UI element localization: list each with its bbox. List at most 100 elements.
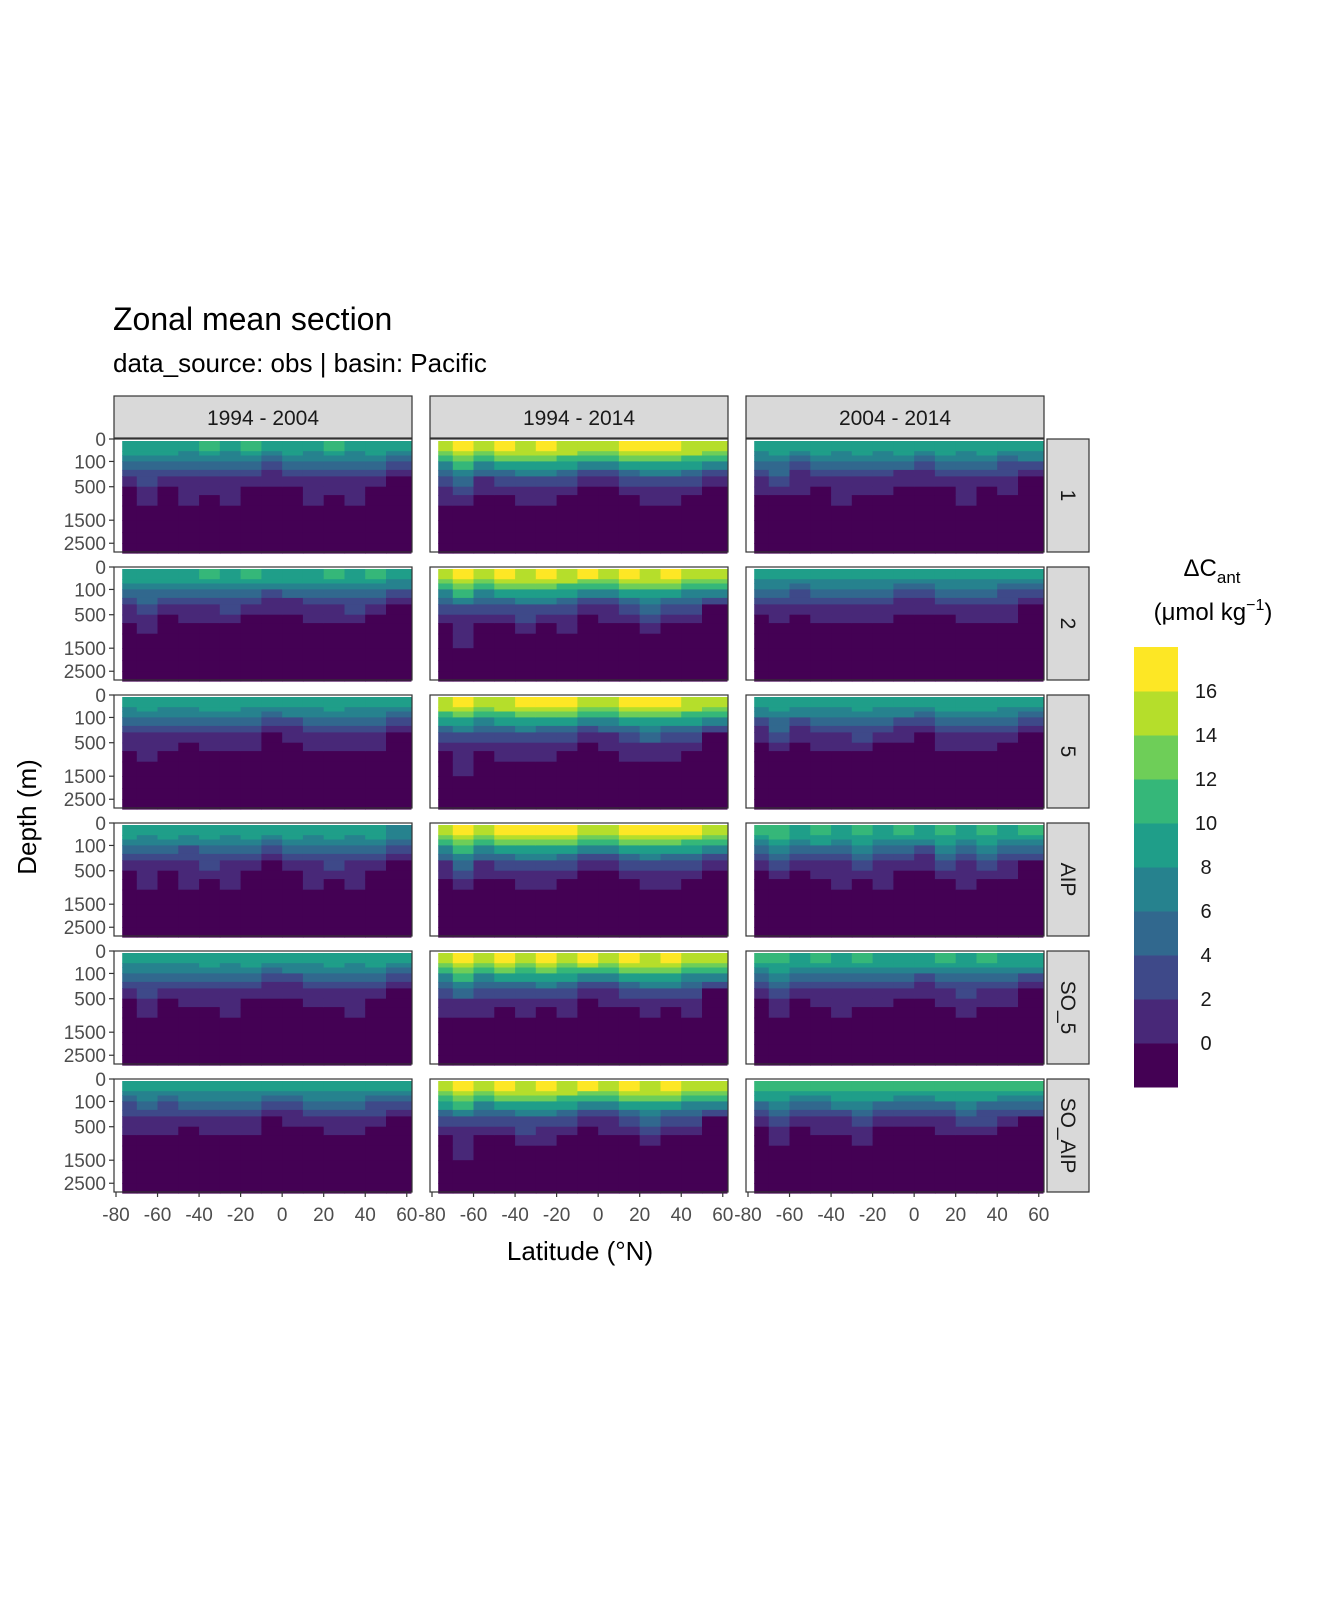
heatmap-cell <box>831 1017 853 1033</box>
heatmap-cell <box>639 1101 662 1111</box>
heatmap-cell <box>768 967 791 975</box>
heatmap-cell <box>934 633 957 649</box>
facet-panel <box>745 566 1045 682</box>
heatmap-cell <box>535 973 558 983</box>
row-strip-label: 2 <box>1056 618 1079 630</box>
heatmap-cell <box>851 761 874 777</box>
heatmap-cell <box>872 1032 894 1046</box>
heatmap-cell <box>344 520 366 534</box>
heatmap-cell <box>997 1091 1019 1096</box>
heatmap-cell <box>535 981 558 989</box>
heatmap-cell <box>810 853 832 861</box>
heatmap-cell <box>702 441 728 452</box>
heatmap-cell <box>872 870 894 880</box>
heatmap-cell <box>893 1081 915 1092</box>
y-tick-label: 100 <box>74 452 106 473</box>
heatmap-cell <box>302 889 325 905</box>
heatmap-cell <box>768 623 791 635</box>
heatmap-cell <box>768 927 791 938</box>
heatmap-cell <box>240 455 262 463</box>
heatmap-cell <box>618 569 641 580</box>
heatmap-cell <box>515 697 537 708</box>
heatmap-cell <box>681 988 703 1000</box>
heatmap-cell <box>240 633 262 649</box>
heatmap-cell <box>386 870 412 880</box>
heatmap-cell <box>344 1044 366 1056</box>
heatmap-cell <box>556 1081 578 1092</box>
heatmap-cell <box>893 916 915 928</box>
heatmap-cell <box>955 1055 978 1066</box>
heatmap-cell <box>639 486 662 496</box>
heatmap-cell <box>955 799 978 810</box>
heatmap-cell <box>282 1126 304 1136</box>
heatmap-cell <box>386 1183 412 1194</box>
heatmap-cell <box>976 1160 998 1174</box>
heatmap-cell <box>261 1109 283 1117</box>
heatmap-cell <box>681 1017 703 1033</box>
heatmap-cell <box>660 776 682 790</box>
heatmap-cell <box>681 742 703 752</box>
heatmap-cell <box>1018 1081 1044 1092</box>
y-tick-label: 2500 <box>64 662 106 683</box>
heatmap-cell <box>219 879 242 891</box>
heatmap-cell <box>219 455 242 463</box>
heatmap-cell <box>914 579 936 584</box>
heatmap-cell <box>157 1183 179 1194</box>
heatmap-cell <box>157 751 179 763</box>
heatmap-cell <box>1018 569 1044 580</box>
heatmap-cell <box>438 879 454 891</box>
heatmap-cell <box>618 671 641 682</box>
heatmap-cell <box>598 889 620 905</box>
heatmap-cell <box>323 648 346 662</box>
heatmap-cell <box>702 927 728 938</box>
heatmap-cell <box>660 543 682 554</box>
x-axis-label: Latitude (°N) <box>507 1236 653 1266</box>
heatmap-cell <box>535 825 558 836</box>
heatmap-cell <box>386 1091 412 1096</box>
heatmap-cell <box>618 1081 641 1092</box>
heatmap-cell <box>997 569 1019 580</box>
legend-tick-label: 8 <box>1200 857 1211 879</box>
heatmap-cell <box>872 1091 894 1096</box>
heatmap-cell <box>872 1183 894 1194</box>
heatmap-cell <box>976 963 998 968</box>
heatmap-cell <box>810 697 832 708</box>
heatmap-cell <box>240 927 262 938</box>
heatmap-cell <box>323 1160 346 1174</box>
y-tick-label: 500 <box>74 478 106 499</box>
heatmap-cell <box>754 579 770 584</box>
heatmap-cell <box>219 461 242 471</box>
heatmap-cell <box>178 998 200 1008</box>
heatmap-cell <box>768 1032 791 1046</box>
heatmap-cell <box>535 1044 558 1056</box>
heatmap-cell <box>934 1007 957 1019</box>
heatmap-cell <box>618 476 641 488</box>
heatmap-cell <box>914 904 936 918</box>
heatmap-cell <box>831 1044 853 1056</box>
legend-swatch <box>1134 735 1178 780</box>
heatmap-cell <box>831 1126 853 1136</box>
heatmap-cell <box>934 543 957 554</box>
heatmap-cell <box>438 623 454 635</box>
heatmap-cell <box>473 441 495 452</box>
heatmap-cell <box>473 1183 495 1194</box>
heatmap-cell <box>789 1145 811 1161</box>
heatmap-cell <box>702 717 728 727</box>
heatmap-cell <box>365 543 387 554</box>
heatmap-cell <box>1018 717 1044 727</box>
heatmap-cell <box>976 597 998 605</box>
heatmap-cell <box>556 751 578 763</box>
heatmap-cell <box>386 569 412 580</box>
heatmap-cell <box>702 476 728 488</box>
facet-panel <box>113 1078 413 1194</box>
heatmap-cell <box>122 532 138 544</box>
heatmap-cell <box>851 963 874 968</box>
heatmap-cell <box>199 788 221 800</box>
heatmap-cell <box>556 742 578 752</box>
heatmap-cell <box>789 988 811 1000</box>
heatmap-cell <box>136 963 159 968</box>
heatmap-cell <box>438 604 454 616</box>
heatmap-cell <box>302 788 325 800</box>
heatmap-cell <box>639 505 662 521</box>
heatmap-cell <box>997 904 1019 918</box>
